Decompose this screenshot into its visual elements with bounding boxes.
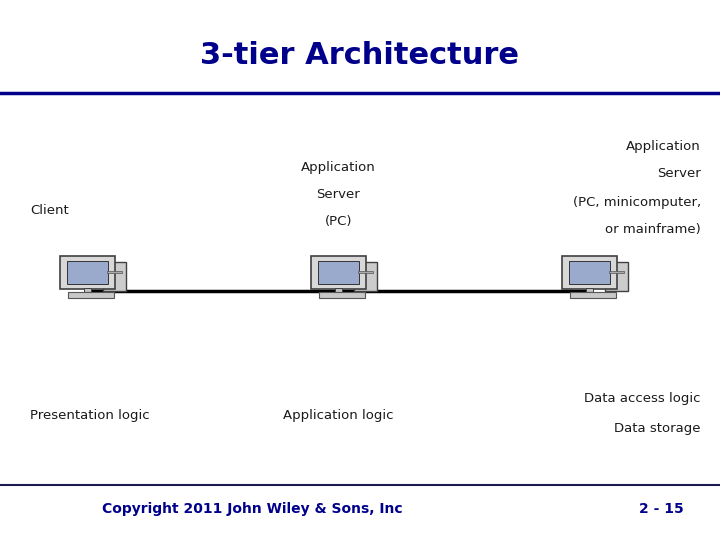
Bar — [359, 271, 373, 273]
Bar — [107, 271, 122, 273]
FancyBboxPatch shape — [576, 293, 603, 298]
Text: Data access logic: Data access logic — [584, 393, 701, 406]
Bar — [335, 288, 342, 294]
FancyBboxPatch shape — [68, 292, 114, 298]
Text: Application: Application — [301, 161, 376, 174]
Text: 3-tier Architecture: 3-tier Architecture — [200, 40, 520, 70]
Bar — [318, 261, 359, 285]
Text: Application logic: Application logic — [283, 409, 394, 422]
FancyBboxPatch shape — [103, 262, 126, 291]
Text: Client: Client — [30, 205, 69, 218]
Text: or mainframe): or mainframe) — [605, 223, 701, 236]
Text: Presentation logic: Presentation logic — [30, 409, 150, 422]
FancyBboxPatch shape — [562, 256, 617, 289]
FancyBboxPatch shape — [605, 262, 629, 291]
Bar — [586, 288, 593, 294]
FancyBboxPatch shape — [74, 293, 101, 298]
Text: Copyright 2011 John Wiley & Sons, Inc: Copyright 2011 John Wiley & Sons, Inc — [102, 502, 402, 516]
FancyBboxPatch shape — [319, 292, 365, 298]
Text: Data storage: Data storage — [614, 422, 701, 435]
Bar — [67, 261, 108, 285]
FancyBboxPatch shape — [354, 262, 377, 291]
FancyBboxPatch shape — [311, 256, 366, 289]
Text: (PC): (PC) — [325, 215, 352, 228]
Text: Application: Application — [626, 140, 701, 153]
Bar — [609, 271, 624, 273]
Bar — [569, 261, 610, 285]
FancyBboxPatch shape — [325, 293, 351, 298]
FancyBboxPatch shape — [60, 256, 115, 289]
Bar — [84, 288, 91, 294]
Text: (PC, minicomputer,: (PC, minicomputer, — [572, 197, 701, 210]
Text: Server: Server — [317, 188, 360, 201]
FancyBboxPatch shape — [570, 292, 616, 298]
Text: Server: Server — [657, 167, 701, 180]
Text: 2 - 15: 2 - 15 — [639, 502, 683, 516]
